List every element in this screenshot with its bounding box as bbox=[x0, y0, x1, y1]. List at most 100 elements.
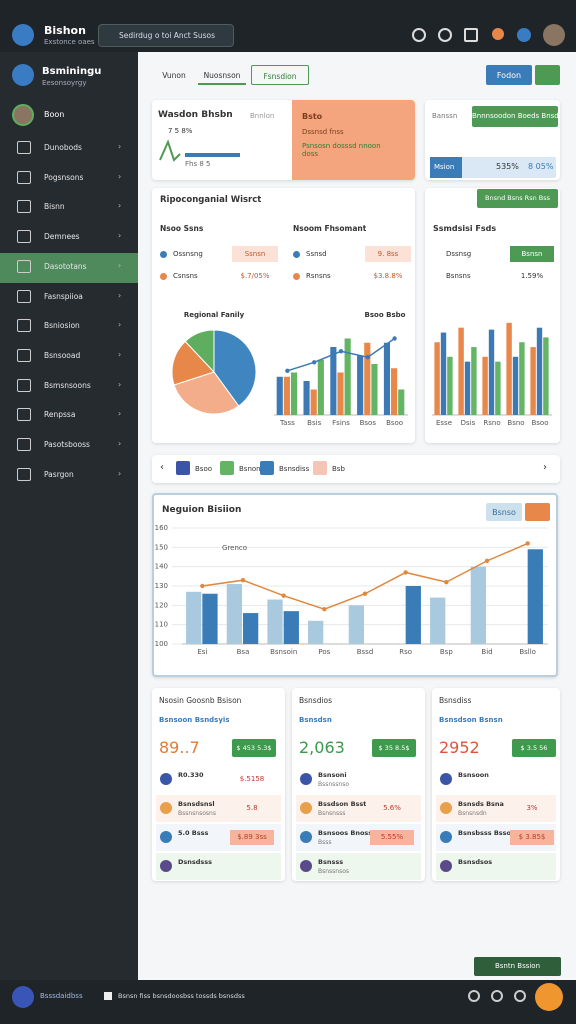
nav-icon bbox=[17, 289, 31, 303]
row-value: 3% bbox=[526, 804, 538, 812]
row-icon bbox=[293, 273, 300, 280]
row-value: Bsnsn bbox=[510, 246, 554, 262]
search-box[interactable]: Sedirdug o toi Anct Susos bbox=[98, 24, 234, 47]
nav-strip bbox=[152, 455, 560, 483]
icon[interactable] bbox=[464, 28, 478, 42]
tab[interactable]: Fsnsdion bbox=[251, 65, 309, 85]
chip-icon bbox=[313, 461, 327, 475]
stat-row bbox=[296, 766, 421, 793]
chevron: › bbox=[118, 290, 122, 300]
chip-icon bbox=[220, 461, 234, 475]
chevron: › bbox=[118, 409, 122, 419]
workspace-title: Bsminingu bbox=[42, 66, 102, 77]
row-value: 5.6% bbox=[383, 804, 401, 812]
row-icon bbox=[440, 860, 452, 872]
side-label: Banssn bbox=[432, 112, 458, 120]
tab[interactable]: Nuosnson bbox=[198, 65, 246, 85]
chip[interactable]: Bsnon bbox=[239, 465, 261, 473]
footer-button[interactable]: Bsntn Bssion bbox=[474, 957, 561, 976]
nav-icon bbox=[17, 348, 31, 362]
nav-item[interactable]: Dasototans bbox=[44, 261, 87, 271]
confirm-button[interactable] bbox=[535, 65, 560, 85]
metric-value: 8 05% bbox=[528, 162, 554, 171]
icon[interactable] bbox=[491, 990, 503, 1002]
icon[interactable] bbox=[492, 28, 504, 40]
active-row bbox=[0, 252, 138, 283]
checkbox[interactable] bbox=[104, 992, 112, 1000]
icon[interactable] bbox=[438, 28, 452, 42]
nav-item[interactable]: Pasrgon bbox=[44, 469, 74, 479]
nav-item[interactable]: Pogsnsons bbox=[44, 172, 84, 182]
trend-button[interactable]: Bnsnd Bsns Rsn Bss bbox=[477, 189, 558, 208]
fab[interactable] bbox=[535, 983, 563, 1011]
icon[interactable] bbox=[514, 990, 526, 1002]
tab[interactable]: Vunon bbox=[162, 71, 186, 80]
sidebar bbox=[0, 52, 138, 980]
app-title: Bishon bbox=[44, 24, 86, 37]
chevron: › bbox=[118, 320, 122, 330]
prev[interactable]: ‹ bbox=[160, 462, 164, 473]
stat-value: 2952 bbox=[439, 738, 480, 757]
highlight-panel bbox=[292, 100, 415, 180]
summary-title: Wasdon Bhsbn bbox=[158, 110, 233, 120]
footer-logo bbox=[12, 986, 34, 1008]
app-subtitle: Exstonce oaes bbox=[44, 38, 95, 46]
user-name[interactable]: Boon bbox=[44, 110, 65, 119]
stat-row bbox=[296, 795, 421, 822]
row-value: $.89 3ss bbox=[230, 830, 274, 845]
chart-button[interactable]: Bsnso bbox=[486, 503, 522, 521]
row-label: Bsnsns bbox=[446, 272, 471, 280]
chevron: › bbox=[118, 171, 122, 181]
chart-button[interactable] bbox=[525, 503, 550, 521]
chevron: › bbox=[118, 142, 122, 151]
row-value: 9. 8ss bbox=[365, 246, 411, 262]
row-label: Csnsns bbox=[173, 272, 198, 280]
row-label: Rsnsns bbox=[306, 272, 331, 280]
row-icon bbox=[160, 802, 172, 814]
avatar[interactable] bbox=[543, 24, 565, 46]
stat-title: Nsosin Goosnb Bsison bbox=[159, 696, 242, 705]
metric-label: Msion bbox=[430, 157, 462, 178]
nav-item[interactable]: Pasotsbooss bbox=[44, 440, 90, 449]
nav-item[interactable]: Bsniosion bbox=[44, 321, 80, 331]
row-label: Bsnsdsos bbox=[458, 858, 493, 866]
nav-item[interactable]: Fasnspiioa bbox=[44, 291, 83, 301]
icon[interactable] bbox=[517, 28, 531, 42]
nav-icon bbox=[17, 378, 31, 392]
sparkline bbox=[159, 139, 181, 162]
row-icon bbox=[160, 831, 172, 843]
primary-button[interactable]: Fodon bbox=[486, 65, 532, 85]
panel-link[interactable]: Psnsosn dosssd nnoon doss bbox=[302, 142, 381, 158]
top-bar bbox=[0, 0, 576, 52]
nav-item[interactable]: Bisnn bbox=[44, 202, 65, 212]
nav-item[interactable]: Demnees bbox=[44, 232, 80, 242]
nav-icon bbox=[17, 141, 31, 154]
stat-row bbox=[436, 795, 556, 822]
row-label: Ossnsng bbox=[173, 250, 203, 258]
nav-item[interactable]: Bsmsnsoons bbox=[44, 380, 91, 390]
summary-figures: 7 5 8% bbox=[168, 127, 193, 135]
stat-badge: $ 35 8.5$ bbox=[372, 739, 416, 757]
chip[interactable]: Bsnsdiss bbox=[279, 465, 310, 473]
icon[interactable] bbox=[412, 28, 426, 42]
chip[interactable]: Bsoo bbox=[195, 465, 213, 473]
row-icon bbox=[160, 773, 172, 785]
next[interactable]: › bbox=[543, 462, 547, 473]
stat-row bbox=[156, 853, 281, 880]
trend-title: Ssmdsisi Fsds bbox=[433, 224, 497, 233]
progress bbox=[185, 153, 240, 157]
app-logo bbox=[12, 24, 34, 46]
nav-item[interactable]: Dunobods bbox=[44, 143, 82, 152]
icon[interactable] bbox=[468, 990, 480, 1002]
row-label: Bssdson Bsst bbox=[318, 800, 367, 808]
nav-icon bbox=[17, 467, 31, 481]
nav-item[interactable]: Renpssa bbox=[44, 410, 76, 420]
nav-icon bbox=[17, 438, 31, 451]
workspace-subtitle: Eesonsoyrgy bbox=[42, 79, 87, 87]
chip[interactable]: Bsb bbox=[332, 465, 345, 473]
nav-icon bbox=[17, 200, 31, 214]
side-button[interactable]: Bnnnsoodon Boeds Bnsd bbox=[472, 106, 558, 127]
row-label: Dssnsg bbox=[446, 250, 472, 258]
nav-item[interactable]: Bsnsooad bbox=[44, 350, 81, 360]
